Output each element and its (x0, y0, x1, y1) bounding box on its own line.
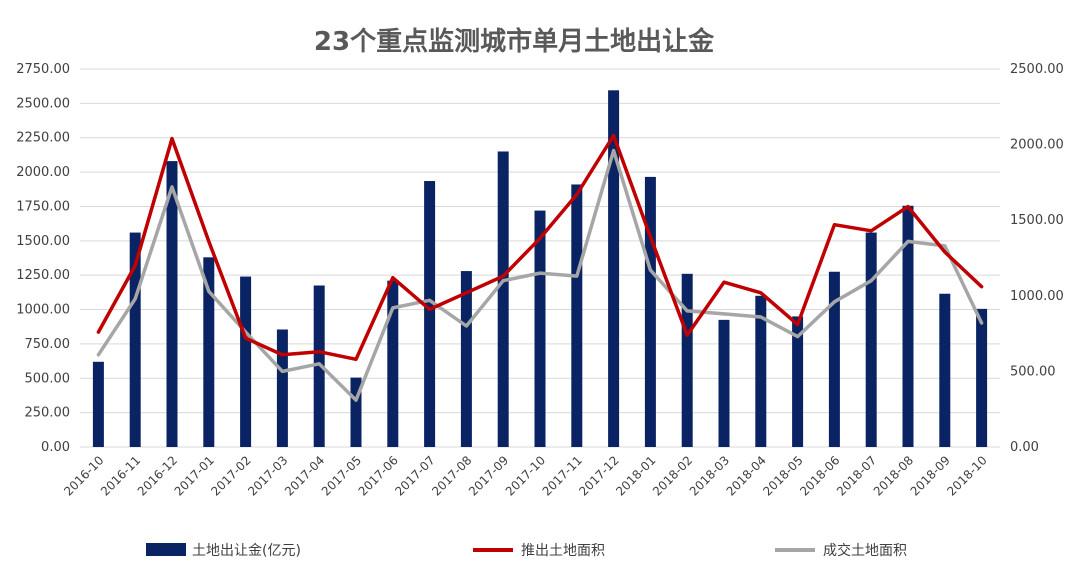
left-tick-label: 500.00 (25, 371, 71, 386)
bar (240, 276, 252, 447)
bar (129, 232, 141, 447)
bar (350, 377, 362, 447)
right-tick-label: 2500.00 (1010, 62, 1064, 77)
bar (681, 273, 693, 447)
left-tick-label: 1750.00 (16, 199, 70, 214)
left-tick-label: 2000.00 (16, 165, 70, 180)
right-tick-label: 2000.00 (1010, 138, 1064, 153)
bar (902, 205, 914, 447)
bar-series (92, 90, 988, 448)
bar (92, 361, 104, 447)
left-tick-label: 750.00 (25, 337, 71, 352)
bar (387, 280, 399, 447)
right-tick-label: 1500.00 (1010, 213, 1064, 228)
legend-swatch-bar (146, 543, 186, 556)
x-axis-ticks: 2016-102016-112016-122017-012017-022017-… (61, 453, 990, 498)
right-axis-ticks: 0.00 500.00 1000.00 1500.00 2000.00 2500.00 (1010, 62, 1064, 455)
line-series (96, 133, 984, 402)
left-tick-label: 2250.00 (16, 131, 70, 146)
left-tick-label: 1000.00 (16, 303, 70, 318)
bar (424, 181, 436, 447)
bar (460, 271, 472, 447)
bar (755, 295, 767, 447)
bar (939, 293, 951, 447)
left-tick-label: 2750.00 (16, 62, 70, 77)
bar (644, 176, 656, 447)
left-tick-label: 0.00 (41, 440, 70, 455)
left-tick-label: 1500.00 (16, 234, 70, 249)
left-axis-ticks: 0.00 250.00 500.00 750.00 1000.00 1250.00 1500… (16, 62, 70, 455)
legend-label-gray-line: 成交土地面积 (823, 542, 907, 559)
bar (718, 319, 730, 447)
legend-label-bar: 土地出让金(亿元) (192, 543, 301, 559)
right-tick-label: 500.00 (1010, 364, 1056, 379)
left-tick-label: 2500.00 (16, 96, 70, 111)
series-line (96, 133, 984, 362)
bar (276, 329, 288, 447)
bar (976, 308, 988, 447)
left-tick-label: 1250.00 (16, 268, 70, 283)
legend-label-red-line: 推出土地面积 (521, 543, 605, 559)
right-tick-label: 0.00 (1010, 440, 1039, 455)
bar (534, 210, 546, 447)
bar (497, 151, 509, 448)
chart-title: 23个重点监测城市单月土地出让金 (314, 26, 715, 57)
bar (203, 257, 215, 447)
bar (166, 161, 178, 447)
bar (571, 184, 583, 447)
x-tick-label: 2018-10 (944, 453, 989, 498)
bar (828, 271, 840, 447)
bar (608, 90, 620, 448)
bar (865, 232, 877, 447)
bar (792, 316, 804, 447)
right-tick-label: 1000.00 (1010, 289, 1064, 304)
series-line (96, 148, 984, 402)
legend: 土地出让金(亿元) 推出土地面积 成交土地面积 (146, 542, 907, 559)
left-tick-label: 250.00 (25, 406, 71, 421)
